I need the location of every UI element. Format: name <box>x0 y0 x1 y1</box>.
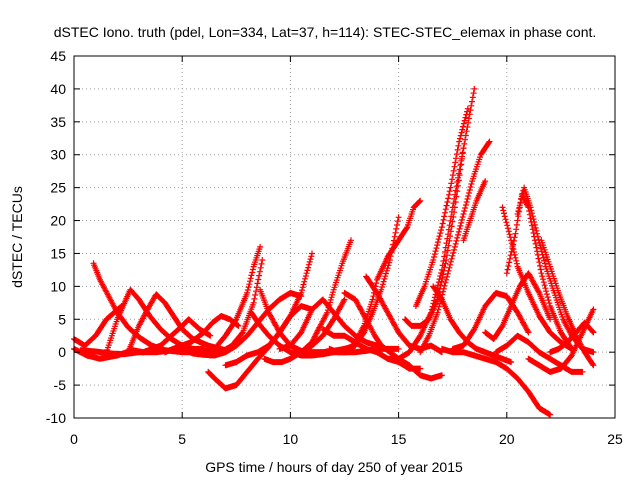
series-markers <box>276 296 380 352</box>
series-plus-markers <box>363 273 445 356</box>
series-markers <box>402 145 467 329</box>
y-tick-label: 30 <box>50 147 66 163</box>
series-markers <box>207 257 266 359</box>
series-markers <box>449 289 532 352</box>
series-plus-markers <box>503 191 575 352</box>
series-plus-markers <box>449 289 532 352</box>
x-axis-label: GPS time / hours of day 250 of year 2015 <box>205 459 463 475</box>
series-plus-markers <box>207 257 266 359</box>
y-tick-label: 25 <box>50 180 66 196</box>
y-tick-label: 15 <box>50 245 66 261</box>
plot-frame <box>73 55 616 419</box>
y-tick-label: 45 <box>50 48 66 64</box>
y-tick-label: 5 <box>58 311 66 327</box>
series-markers <box>460 178 489 244</box>
series-plus-markers <box>298 237 354 356</box>
y-axis-label: dSTEC / TECUs <box>9 186 25 288</box>
y-tick-label: -5 <box>54 377 67 393</box>
series-plus-markers <box>499 204 575 352</box>
series-plus-markers <box>200 243 264 356</box>
series-plus-markers <box>161 313 242 356</box>
series-plus-markers <box>438 345 554 418</box>
x-tick-label: 0 <box>70 431 78 447</box>
series-markers <box>412 105 471 310</box>
series-plus-markers <box>402 145 467 329</box>
data-points <box>71 85 597 418</box>
series-plus-markers <box>460 178 489 244</box>
series-plus-markers <box>547 319 597 356</box>
series-plus-markers <box>343 197 424 356</box>
x-tick-label: 15 <box>391 431 407 447</box>
y-tick-label: 0 <box>58 344 66 360</box>
series-plus-markers <box>412 105 471 310</box>
series-markers <box>161 313 242 356</box>
series-markers <box>438 345 554 418</box>
x-tick-label: 10 <box>283 431 299 447</box>
y-tick-label: 20 <box>50 213 66 229</box>
series-markers <box>482 270 554 342</box>
series-markers <box>547 319 597 356</box>
series-markers <box>343 197 424 356</box>
y-ticks: -10 -5 0 5 10 15 20 25 30 35 40 45 <box>46 48 615 426</box>
series-markers <box>499 204 575 352</box>
y-tick-label: 10 <box>50 278 66 294</box>
x-tick-label: 25 <box>607 431 623 447</box>
series-markers <box>503 191 575 352</box>
series-markers <box>298 237 354 356</box>
chart-title: dSTEC Iono. truth (pdel, Lon=334, Lat=37… <box>54 24 597 40</box>
series-plus-markers <box>482 270 554 342</box>
series-markers <box>363 273 445 356</box>
series-markers <box>417 138 493 356</box>
x-tick-label: 5 <box>178 431 186 447</box>
y-tick-label: -10 <box>46 410 66 426</box>
series-markers <box>200 243 264 356</box>
y-tick-label: 35 <box>50 114 66 130</box>
y-tick-label: 40 <box>50 81 66 97</box>
x-tick-label: 20 <box>499 431 515 447</box>
series-plus-markers <box>276 296 380 352</box>
series-plus-markers <box>417 138 493 356</box>
x-ticks: 0 5 10 15 20 25 <box>70 56 623 447</box>
